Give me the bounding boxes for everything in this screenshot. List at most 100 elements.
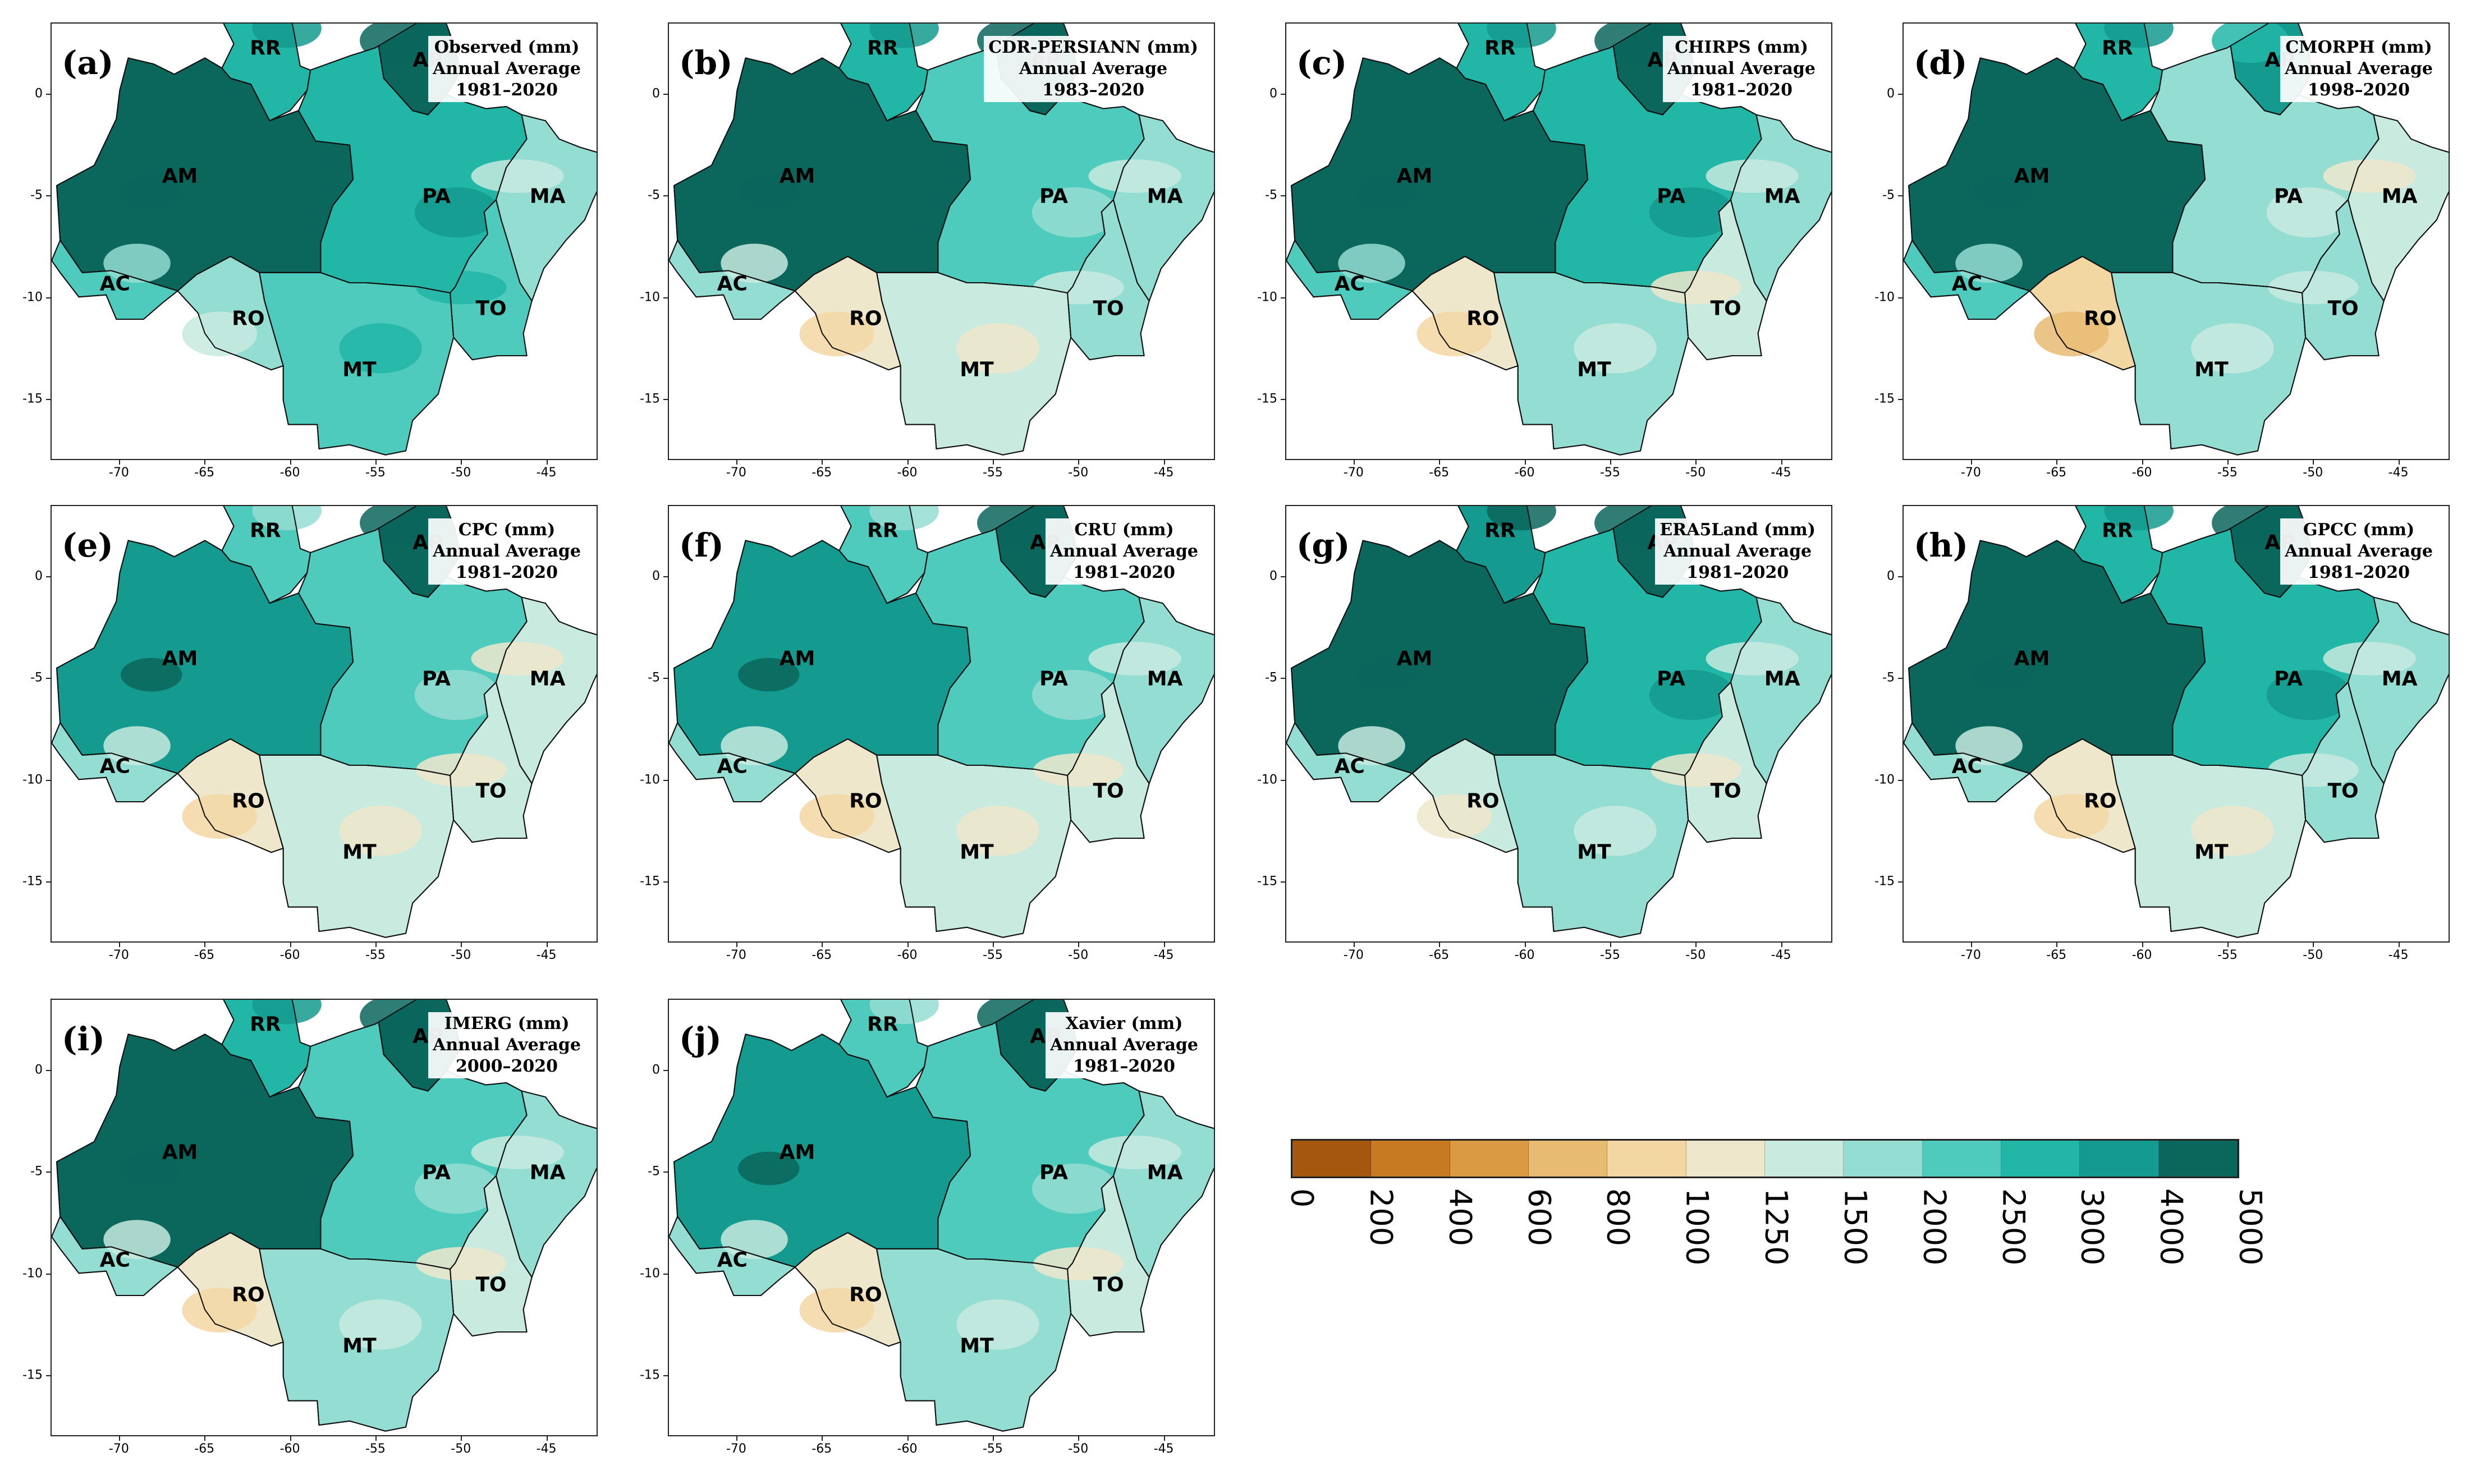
colorbar-tick-label: 200 xyxy=(1363,1188,1399,1247)
lat-tick-label: 0 xyxy=(1887,86,1895,101)
state-label-pa: PA xyxy=(1039,667,1069,691)
state-label-ac: AC xyxy=(1334,755,1365,778)
state-border xyxy=(1286,722,1414,802)
panel-title-line: Annual Average xyxy=(1667,59,1816,79)
state-label-mt: MT xyxy=(342,358,377,382)
map-plot-area: AMRRAPPAMAACROMTTO(b)CDR-PERSIANN (mm)An… xyxy=(668,22,1215,460)
lat-tick-mark xyxy=(663,1171,668,1173)
lon-tick-label: -45 xyxy=(2388,948,2409,962)
colorbar-swatch xyxy=(2080,1141,2159,1177)
contour-patch xyxy=(2191,323,2274,374)
state-border xyxy=(1456,24,1546,122)
lon-tick-label: -60 xyxy=(1514,466,1535,480)
panel-title-line: Annual Average xyxy=(433,59,581,79)
lat-tick-label: -15 xyxy=(22,392,43,406)
lon-tick-mark xyxy=(907,460,909,465)
state-border xyxy=(2110,272,2307,456)
lon-tick-label: -55 xyxy=(1599,948,1620,962)
precipitation-map xyxy=(1286,506,1831,938)
lon-tick-label: -65 xyxy=(194,1442,215,1456)
lat-tick-label: -10 xyxy=(640,773,660,787)
state-label-ro: RO xyxy=(2084,789,2117,813)
state-border xyxy=(221,506,311,604)
panel-title: CPC (mm) Annual Average 1981–2020 xyxy=(428,518,585,585)
contour-patch xyxy=(1651,270,1741,305)
contour-patch xyxy=(1973,175,2034,209)
panel-title-line: 1981–2020 xyxy=(1690,80,1793,100)
panel-title: GPCC (mm) Annual Average 1981–2020 xyxy=(2280,518,2437,585)
colorbar-swatch xyxy=(1607,1141,1686,1177)
state-label-ac: AC xyxy=(717,272,748,296)
lon-tick-label: -45 xyxy=(1153,466,1174,480)
lon-tick-label: -60 xyxy=(279,1442,300,1456)
lon-tick-mark xyxy=(992,1436,994,1441)
state-label-ma: MA xyxy=(529,185,566,208)
lon-tick-mark xyxy=(461,1436,462,1441)
lat-tick-label: -15 xyxy=(640,1368,660,1382)
lon-tick-mark xyxy=(1524,460,1526,465)
panel-title-line: Annual Average xyxy=(433,541,581,561)
lat-tick-mark xyxy=(46,195,51,197)
lon-tick-label: -50 xyxy=(1685,466,1706,480)
lon-tick-mark xyxy=(822,1436,823,1441)
lon-tick-label: -65 xyxy=(194,948,215,962)
lat-tick-mark xyxy=(663,881,668,883)
lat-tick-label: 0 xyxy=(652,569,660,584)
state-label-pa: PA xyxy=(2274,185,2303,208)
lat-tick-mark xyxy=(1898,93,1902,95)
lat-tick-mark xyxy=(1281,678,1285,679)
state-label-ro: RO xyxy=(232,789,265,813)
state-border xyxy=(875,1248,1072,1432)
lon-tick-mark xyxy=(992,943,994,947)
state-label-rr: RR xyxy=(2102,36,2133,60)
lat-tick-label: 0 xyxy=(35,569,43,584)
state-label-mt: MT xyxy=(342,840,377,864)
lon-tick-label: -55 xyxy=(365,466,386,480)
lon-tick-label: -50 xyxy=(2303,466,2323,480)
lon-tick-label: -65 xyxy=(194,466,215,480)
contour-patch xyxy=(416,753,507,787)
lon-tick-label: -65 xyxy=(1429,948,1450,962)
lat-tick-label: -10 xyxy=(22,1266,43,1281)
contour-patch xyxy=(414,669,500,720)
precipitation-map xyxy=(1286,24,1831,456)
lon-tick-mark xyxy=(2227,943,2229,947)
lat-tick-label: -5 xyxy=(1882,670,1895,685)
lon-tick-label: -60 xyxy=(279,948,300,962)
lon-tick-mark xyxy=(290,943,291,947)
lat-tick-label: -5 xyxy=(30,1164,43,1179)
state-label-to: TO xyxy=(1093,779,1124,803)
state-border xyxy=(794,738,901,853)
state-border xyxy=(1067,681,1150,843)
colorbar-tick-label: 1000 xyxy=(1679,1188,1715,1266)
lon-tick-label: -50 xyxy=(451,1442,471,1456)
state-border xyxy=(450,681,533,843)
lat-tick-label: -15 xyxy=(22,874,43,889)
contour-patch xyxy=(1574,323,1657,374)
state-label-mt: MT xyxy=(342,1334,377,1358)
panel-title: Xavier (mm) Annual Average 1981–2020 xyxy=(1046,1012,1203,1078)
map-panel: AMRRAPPAMAACROMTTO(e)CPC (mm)Annual Aver… xyxy=(0,494,606,987)
colorbar-swatch xyxy=(1371,1141,1450,1177)
colorbar-tick-label: 4000 xyxy=(2153,1188,2189,1266)
state-border xyxy=(258,754,455,938)
colorbar-tick-label: 2500 xyxy=(1996,1188,2031,1266)
panel-letter: (d) xyxy=(1910,44,1971,82)
map-panel: AMRRAPPAMAACROMTTO(h)GPCC (mm)Annual Ave… xyxy=(1852,494,2458,987)
lon-tick-label: -45 xyxy=(536,1442,557,1456)
colorbar-swatch xyxy=(1528,1141,1608,1177)
state-label-ma: MA xyxy=(529,1161,566,1184)
state-label-rr: RR xyxy=(867,36,898,60)
panel-title: ERA5Land (mm) Annual Average 1981–2020 xyxy=(1655,518,1820,585)
state-label-mt: MT xyxy=(960,1334,994,1358)
state-label-ac: AC xyxy=(1334,272,1365,296)
lon-tick-label: -45 xyxy=(1153,1442,1174,1456)
lon-tick-label: -45 xyxy=(2388,466,2409,480)
lon-tick-mark xyxy=(1781,460,1782,465)
panel-letter: (e) xyxy=(58,526,117,564)
panel-title: IMERG (mm) Annual Average 2000–2020 xyxy=(428,1012,585,1078)
lon-tick-mark xyxy=(1781,943,1782,947)
lon-tick-label: -45 xyxy=(1771,466,1791,480)
lat-tick-mark xyxy=(46,1375,51,1377)
state-label-mt: MT xyxy=(1577,358,1611,382)
